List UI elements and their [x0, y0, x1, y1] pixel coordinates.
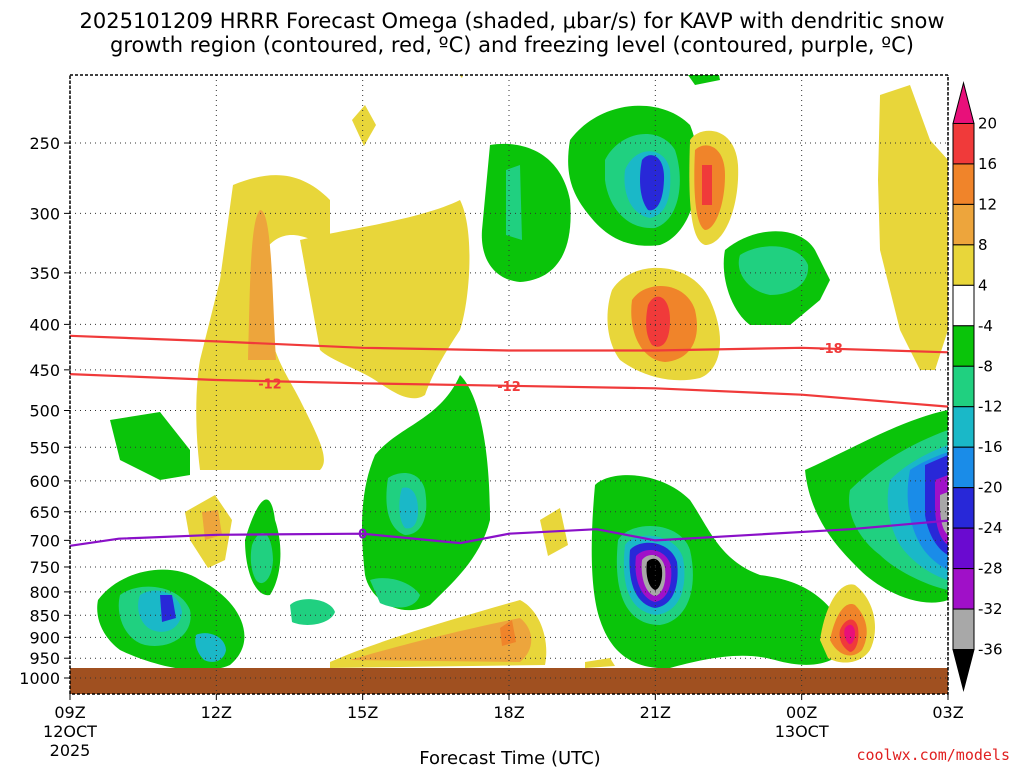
- omega-region-green-5: [362, 375, 490, 611]
- colorbar-swatch: [952, 365, 975, 408]
- x-date-label: 13OCT: [775, 722, 829, 741]
- omega-region-blue-2: [640, 155, 665, 211]
- omega-region-blue-7: [160, 595, 176, 622]
- grid: [69, 75, 949, 694]
- y-tick-label: 350: [29, 264, 60, 283]
- chart-title-line2: growth region (contoured, red, ºC) and f…: [110, 33, 914, 57]
- colorbar-label: 12: [978, 195, 997, 213]
- colorbar-swatch: [952, 325, 975, 367]
- colorbar-label: -28: [978, 560, 1003, 578]
- omega-region-orange-12: [202, 510, 222, 540]
- y-tick-label: 450: [29, 361, 60, 380]
- omega-region-gray-10: [940, 492, 948, 535]
- y-tick-label: 850: [29, 606, 60, 625]
- x-tick-label: 15Z: [347, 703, 378, 722]
- chart-title-line1: 2025101209 HRRR Forecast Omega (shaded, …: [80, 9, 945, 33]
- colorbar-swatch: [952, 406, 975, 448]
- colorbar-swatch: [952, 608, 975, 651]
- x-tick-label: 03Z: [932, 703, 963, 722]
- omega-region-orange-1: [248, 210, 276, 360]
- colorbar-swatch: [952, 81, 975, 124]
- x-date-year-label: 2025: [50, 741, 91, 760]
- y-tick-label: 550: [29, 438, 60, 457]
- colorbar-swatch: [952, 122, 975, 165]
- omega-region-yellow-4: [878, 85, 948, 370]
- omega-region-yellow-3: [352, 105, 376, 146]
- contour-line: [69, 373, 949, 408]
- x-tick-label: 00Z: [786, 703, 817, 722]
- colorbar-label: 16: [978, 155, 997, 173]
- credit-text: coolwx.com/models: [856, 746, 1010, 764]
- y-tick-label: 900: [29, 628, 60, 647]
- contour-label: 0: [358, 528, 367, 543]
- colorbar-label: -4: [978, 317, 993, 335]
- omega-region-cyan-8: [195, 633, 226, 662]
- x-tick-label: 21Z: [640, 703, 671, 722]
- x-tick-label: 09Z: [54, 703, 85, 722]
- colorbar-label: -24: [978, 519, 1003, 537]
- y-tick-label: 600: [29, 472, 60, 491]
- omega-region-magenta-11: [844, 624, 855, 645]
- y-tick-label: 650: [29, 503, 60, 522]
- omega-region-green-4: [110, 412, 190, 480]
- colorbar-label: -32: [978, 600, 1003, 618]
- y-tick-label: 300: [29, 204, 60, 223]
- omega-region-teal-1: [506, 165, 522, 240]
- colorbar-label: -16: [978, 438, 1003, 456]
- contour-label: -12: [497, 380, 521, 395]
- omega-region-orange-14: [500, 620, 516, 646]
- colorbar-label: 4: [978, 276, 988, 294]
- colorbar-swatch: [952, 649, 975, 692]
- omega-region-green-1: [481, 143, 571, 282]
- colorbar-label: -36: [978, 641, 1003, 659]
- contour-line: [69, 334, 949, 354]
- colorbar-swatch: [952, 487, 975, 529]
- colorbar-swatch: [952, 284, 975, 327]
- contour-label: -12: [258, 377, 282, 392]
- omega-region-teal-10: [370, 578, 420, 608]
- omega-shading: [97, 75, 948, 671]
- omega-region-red-6: [646, 296, 670, 347]
- colorbar-swatch: [952, 568, 975, 610]
- y-tick-label: 1000: [19, 669, 60, 688]
- colorbar-swatch: [952, 527, 975, 570]
- colorbar-label: 20: [978, 114, 997, 132]
- colorbar-swatch: [952, 446, 975, 489]
- omega-region-teal-6: [250, 533, 273, 584]
- colorbar-swatch: [952, 244, 975, 286]
- omega-region-teal-9: [290, 599, 335, 625]
- y-tick-label: 950: [29, 649, 60, 668]
- omega-region-green-top: [688, 75, 720, 85]
- y-tick-label: 750: [29, 558, 60, 577]
- x-tick-label: 12Z: [201, 703, 232, 722]
- colorbar-label: -12: [978, 398, 1003, 416]
- y-tick-label: 500: [29, 402, 60, 421]
- omega-region-yellow-16: [585, 658, 615, 668]
- y-tick-label: 800: [29, 583, 60, 602]
- colorbar-label: -20: [978, 479, 1003, 497]
- omega-region-orange-13: [350, 618, 532, 662]
- x-date-label: 12OCT: [43, 722, 97, 741]
- y-tick-label: 700: [29, 531, 60, 550]
- x-tick-label: 18Z: [493, 703, 524, 722]
- y-tick-label: 250: [29, 134, 60, 153]
- contours: -12 -12 -18 0: [69, 334, 949, 547]
- colorbar-swatch: [952, 163, 975, 205]
- colorbar-label: -8: [978, 357, 993, 375]
- colorbar: 20 16 12 8 4 -4 -8 -12 -16 -20 -24 -28 -32 -36: [952, 81, 1003, 692]
- x-axis-label: Forecast Time (UTC): [419, 748, 600, 768]
- y-tick-label: 400: [29, 315, 60, 334]
- omega-region-cyan-5: [399, 487, 418, 529]
- omega-region-yellow-17: [459, 75, 464, 78]
- colorbar-label: 8: [978, 236, 988, 254]
- y-axis: 250 300 350 400 450 500 550 600 650 700 750 800 850 9…: [19, 134, 70, 688]
- contour-line: [69, 519, 949, 547]
- omega-region-red-5: [702, 165, 712, 205]
- omega-region-teal-3: [738, 246, 809, 295]
- contour-label: -18: [819, 342, 843, 357]
- colorbar-swatch: [952, 203, 975, 246]
